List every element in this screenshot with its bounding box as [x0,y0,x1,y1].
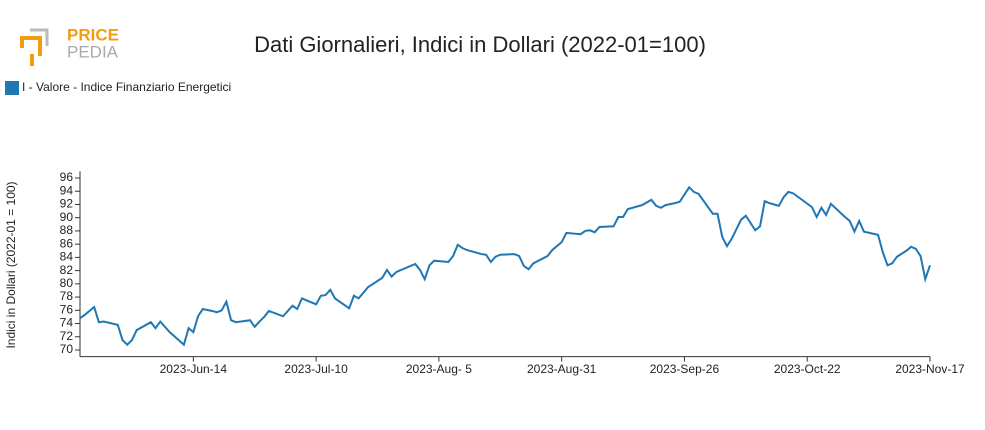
y-tick-label: 92 [60,197,74,211]
legend-label: I - Valore - Indice Finanziario Energeti… [22,80,231,94]
x-tick-label: 2023-Nov-17 [895,362,965,376]
y-tick-label: 84 [60,250,74,264]
y-tick-label: 74 [60,316,74,330]
x-tick-label: 2023-Jun-14 [160,362,228,376]
y-tick-label: 94 [60,183,74,197]
x-tick-label: 2023-Jul-10 [284,362,348,376]
y-tick-label: 72 [60,329,74,343]
legend-swatch [5,81,19,95]
y-tick-label: 86 [60,236,74,250]
y-axis-label: Indici in Dollari (2022-01 = 100) [4,181,18,348]
y-tick-label: 88 [60,223,74,237]
x-tick-label: 2023-Aug-31 [527,362,597,376]
y-tick-label: 78 [60,289,74,303]
x-tick-label: 2023-Aug- 5 [406,362,472,376]
y-tick-label: 70 [60,342,74,356]
logo-text: PEDIA [67,42,119,61]
chart-title: Dati Giornalieri, Indici in Dollari (202… [254,32,706,57]
logo-mark [20,36,42,56]
x-tick-label: 2023-Sep-26 [650,362,720,376]
x-tick-label: 2023-Oct-22 [774,362,841,376]
y-tick-label: 90 [60,210,74,224]
logo: PRICE PEDIA [20,25,119,66]
y-tick-label: 76 [60,302,74,316]
y-tick-label: 80 [60,276,74,290]
y-tick-label: 82 [60,263,74,277]
logo-mark [30,28,49,46]
series-line [79,185,931,347]
y-tick-label: 96 [60,170,74,184]
logo-text: PRICE [67,25,119,44]
